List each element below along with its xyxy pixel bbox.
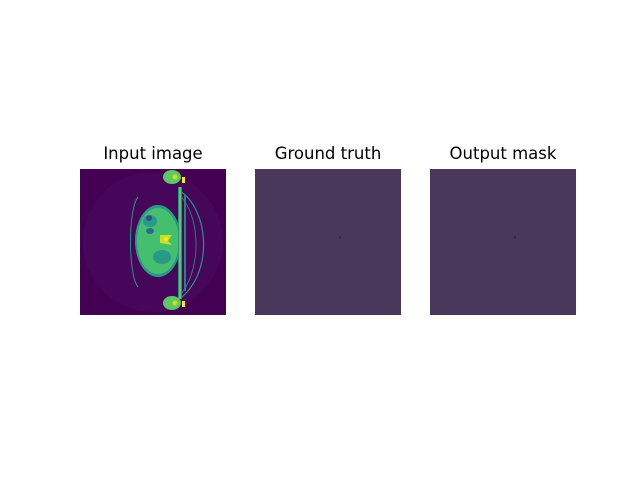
scan-board-edge (179, 187, 181, 299)
ground-truth-title: Ground truth (274, 144, 382, 163)
scan-dark-spot (146, 215, 152, 221)
scan-structure (146, 228, 154, 234)
output-mask (430, 169, 576, 315)
scan-bottom-blob (163, 296, 181, 310)
output-mask-title: Output mask (449, 144, 557, 163)
scan-bottom-bright (172, 300, 178, 306)
input-image-scan (80, 169, 226, 315)
scan-top-blob (163, 170, 181, 184)
input-image-title: Input image (103, 144, 203, 163)
scan-outline-left (130, 196, 139, 288)
scan-top-bright (172, 174, 178, 180)
ground-truth-mask (255, 169, 401, 315)
scan-marker (182, 301, 185, 307)
input-image-panel (80, 169, 226, 315)
output-mask-region (514, 236, 516, 239)
scan-board-thin (184, 195, 186, 291)
scan-structure (153, 250, 171, 264)
scan-marker (182, 177, 185, 183)
ground-truth-panel (255, 169, 401, 315)
ground-truth-mask-region (339, 236, 341, 239)
scan-bright-core (164, 237, 168, 241)
scan-outline-right (179, 190, 205, 298)
output-mask-panel (430, 169, 576, 315)
scan-organ (137, 208, 179, 274)
